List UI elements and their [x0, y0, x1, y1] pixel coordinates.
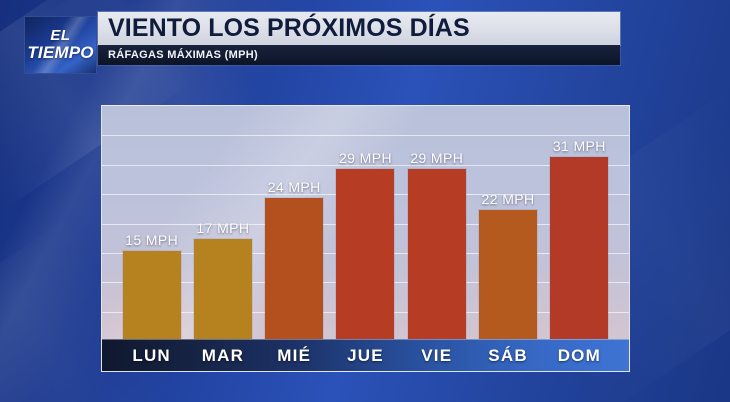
bar-rect[interactable]: [193, 239, 252, 339]
axis-label-lun: LUN: [132, 345, 171, 365]
el-tiempo-logo: EL TIEMPO: [25, 17, 96, 73]
bar-rect[interactable]: [336, 168, 395, 339]
subtitle-bar: RÁFAGAS MÁXIMAS (MPH): [98, 45, 620, 65]
axis-label-dom: DOM: [557, 345, 601, 365]
bar-column-mar[interactable]: 17 MPH: [187, 106, 258, 339]
bar-rect[interactable]: [479, 209, 538, 339]
bar-value-label: 29 MPH: [410, 149, 464, 166]
bar-value-label: 29 MPH: [338, 149, 392, 166]
page-title: VIENTO LOS PRÓXIMOS DÍAS: [108, 14, 470, 42]
x-axis-labels: LUN MAR MIÉ JUE VIE SÁB DOM: [102, 339, 629, 371]
axis-label-sáb: SÁB: [488, 345, 528, 365]
bar-rect[interactable]: [122, 250, 181, 339]
plot-area: 15 MPH 17 MPH 24 MPH 29 MPH 29 MPH 22 MPH 31 M…: [102, 106, 629, 339]
bar-rect[interactable]: [407, 168, 466, 339]
bar-value-label: 15 MPH: [125, 231, 179, 248]
bar-column-lun[interactable]: 15 MPH: [116, 106, 187, 339]
axis-label-jue: JUE: [347, 345, 384, 365]
title-bar: VIENTO LOS PRÓXIMOS DÍAS: [98, 12, 620, 45]
bar-value-label: 24 MPH: [267, 179, 321, 195]
bar-column-jue[interactable]: 29 MPH: [330, 106, 401, 339]
bar-column-mié[interactable]: 24 MPH: [259, 106, 330, 339]
axis-label-vie: VIE: [421, 345, 453, 365]
axis-label-mié: MIÉ: [277, 345, 312, 365]
bar-value-label: 31 MPH: [552, 137, 606, 154]
bar-value-label: 22 MPH: [481, 190, 535, 207]
logo-line-1: EL: [50, 27, 71, 44]
logo-line-2: TIEMPO: [27, 43, 94, 62]
bar-column-vie[interactable]: 29 MPH: [401, 106, 472, 339]
bar-chart-panel: 15 MPH 17 MPH 24 MPH 29 MPH 29 MPH 22 MPH 31 M…: [101, 105, 630, 372]
gridline: [102, 135, 629, 137]
bar-rect[interactable]: [550, 156, 609, 339]
bar-column-sáb[interactable]: 22 MPH: [472, 106, 543, 339]
bar-column-dom[interactable]: 31 MPH: [544, 106, 615, 339]
bar-rect[interactable]: [265, 198, 324, 339]
gridline: [102, 164, 629, 166]
page-subtitle: RÁFAGAS MÁXIMAS (MPH): [108, 49, 258, 61]
bar-series: 15 MPH 17 MPH 24 MPH 29 MPH 29 MPH 22 MPH 31 M…: [102, 106, 629, 339]
axis-label-mar: MAR: [201, 345, 245, 365]
bar-value-label: 17 MPH: [196, 220, 250, 237]
